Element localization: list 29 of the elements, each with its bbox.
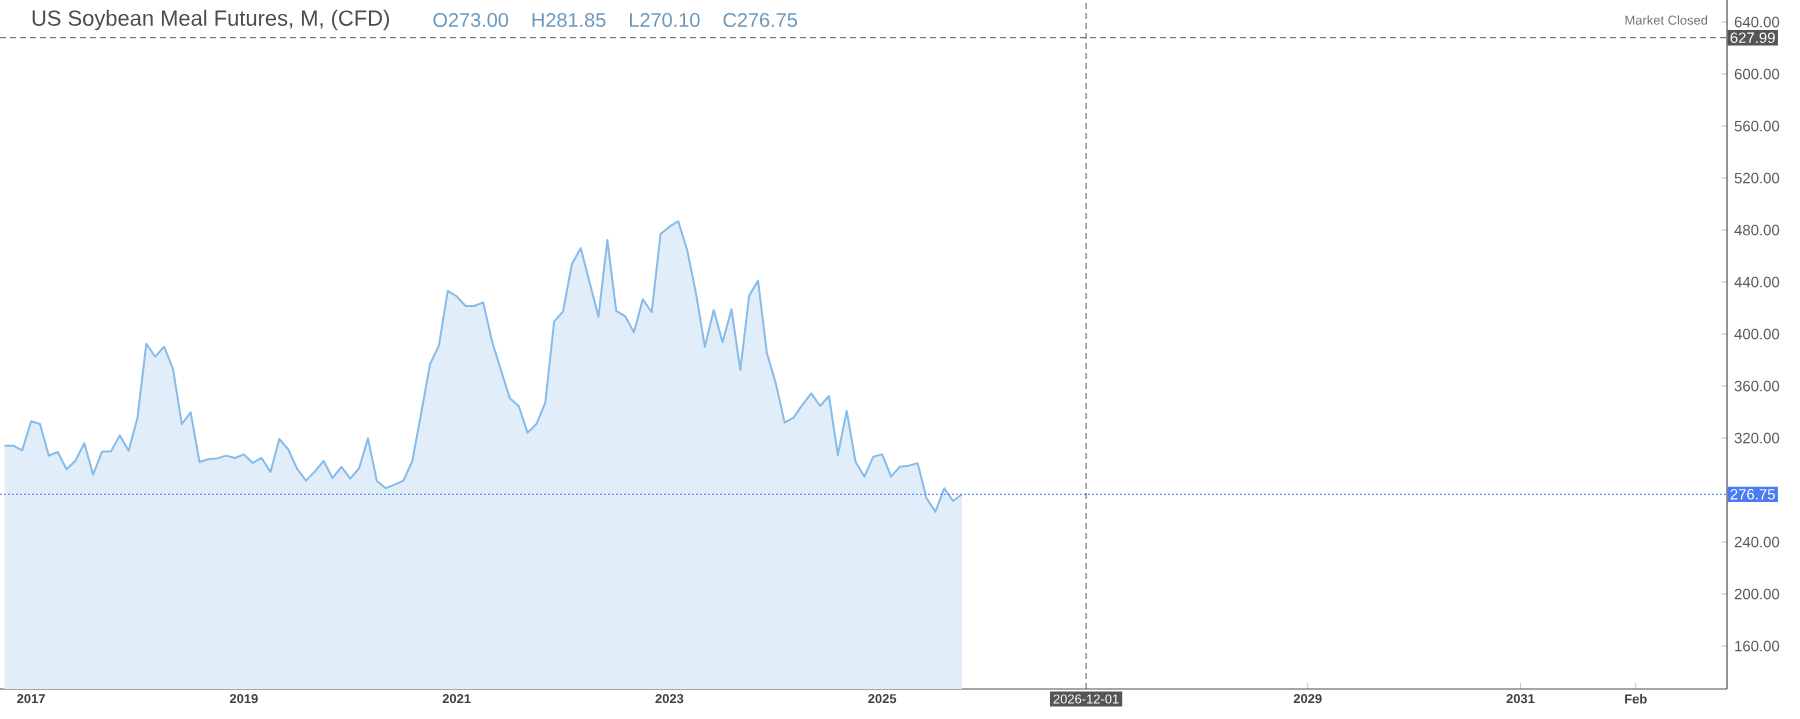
x-tick-label: 2023 — [655, 694, 684, 704]
x-tick-label: 2029 — [1293, 694, 1322, 704]
annotation: O273.00 — [433, 12, 509, 28]
x-tick-label: 2017 — [17, 694, 45, 704]
y-tick-label: 200.00 — [1734, 588, 1780, 600]
y-tick-label: 360.00 — [1734, 380, 1780, 392]
ref-line-label: 2026-12-01 — [1053, 694, 1119, 704]
y-tick-label: 520.00 — [1734, 172, 1780, 184]
y-tick-label: 600.00 — [1734, 68, 1780, 80]
y-tick-label: 160.00 — [1735, 640, 1780, 652]
chart-title: US Soybean Meal Futures, M, (CFD) — [32, 9, 389, 31]
y-tick-label: 480.00 — [1734, 224, 1780, 236]
x-tick-label: 2019 — [229, 694, 258, 704]
annotation: H281.85 — [532, 12, 606, 28]
y-tick-label: 400.00 — [1734, 328, 1780, 340]
y-tick-label: 320.00 — [1734, 432, 1780, 444]
x-tick-label: 2025 — [868, 694, 897, 704]
x-tick-label: 2021 — [442, 694, 471, 704]
y-tick-label: 440.00 — [1734, 276, 1780, 288]
y-tick-label: 640.00 — [1734, 16, 1780, 28]
annotation: L270.10 — [629, 12, 700, 28]
annotation: Market Closed — [1625, 15, 1708, 25]
ref-line-label: 276.75 — [1730, 489, 1775, 500]
x-tick-label: Feb — [1625, 694, 1647, 704]
y-tick-label: 560.00 — [1734, 120, 1780, 132]
x-tick-label: 2031 — [1506, 694, 1535, 704]
y-tick-label: 240.00 — [1734, 536, 1780, 548]
annotation: C276.75 — [723, 12, 797, 28]
ref-line-label: 627.99 — [1730, 32, 1775, 44]
